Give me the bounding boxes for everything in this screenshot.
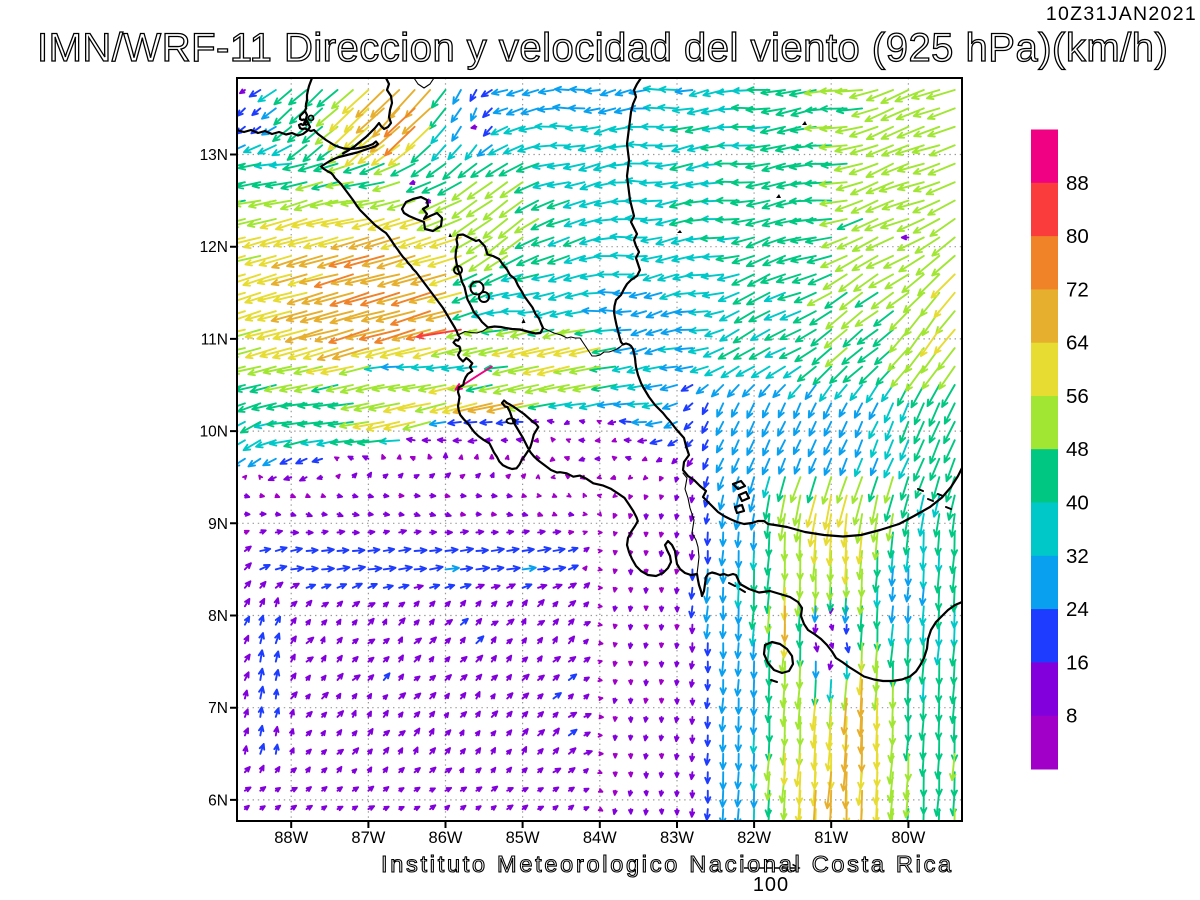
- svg-text:84W: 84W: [583, 829, 617, 847]
- svg-text:6N: 6N: [208, 792, 228, 809]
- svg-text:11N: 11N: [201, 331, 228, 348]
- svg-text:83W: 83W: [660, 829, 694, 847]
- svg-text:100: 100: [753, 874, 789, 896]
- svg-text:56: 56: [1066, 385, 1089, 408]
- svg-text:80W: 80W: [891, 829, 925, 847]
- svg-text:80: 80: [1066, 225, 1089, 248]
- svg-text:9N: 9N: [208, 516, 228, 533]
- svg-text:32: 32: [1066, 545, 1089, 568]
- svg-text:87W: 87W: [351, 829, 385, 847]
- svg-text:24: 24: [1066, 598, 1089, 621]
- svg-text:10N: 10N: [200, 424, 228, 441]
- svg-text:13N: 13N: [200, 147, 228, 164]
- svg-text:12N: 12N: [200, 239, 228, 256]
- svg-text:85W: 85W: [506, 829, 540, 847]
- svg-text:64: 64: [1066, 332, 1089, 355]
- svg-text:82W: 82W: [737, 829, 771, 847]
- svg-text:88: 88: [1066, 172, 1089, 195]
- svg-text:48: 48: [1066, 438, 1089, 461]
- svg-text:7N: 7N: [208, 700, 228, 717]
- svg-text:40: 40: [1066, 492, 1089, 515]
- svg-text:81W: 81W: [814, 829, 848, 847]
- svg-text:16: 16: [1066, 651, 1089, 674]
- svg-text:86W: 86W: [429, 829, 463, 847]
- svg-text:88W: 88W: [274, 829, 308, 847]
- svg-text:72: 72: [1066, 278, 1089, 301]
- svg-text:8: 8: [1066, 705, 1077, 728]
- svg-text:8N: 8N: [208, 608, 228, 625]
